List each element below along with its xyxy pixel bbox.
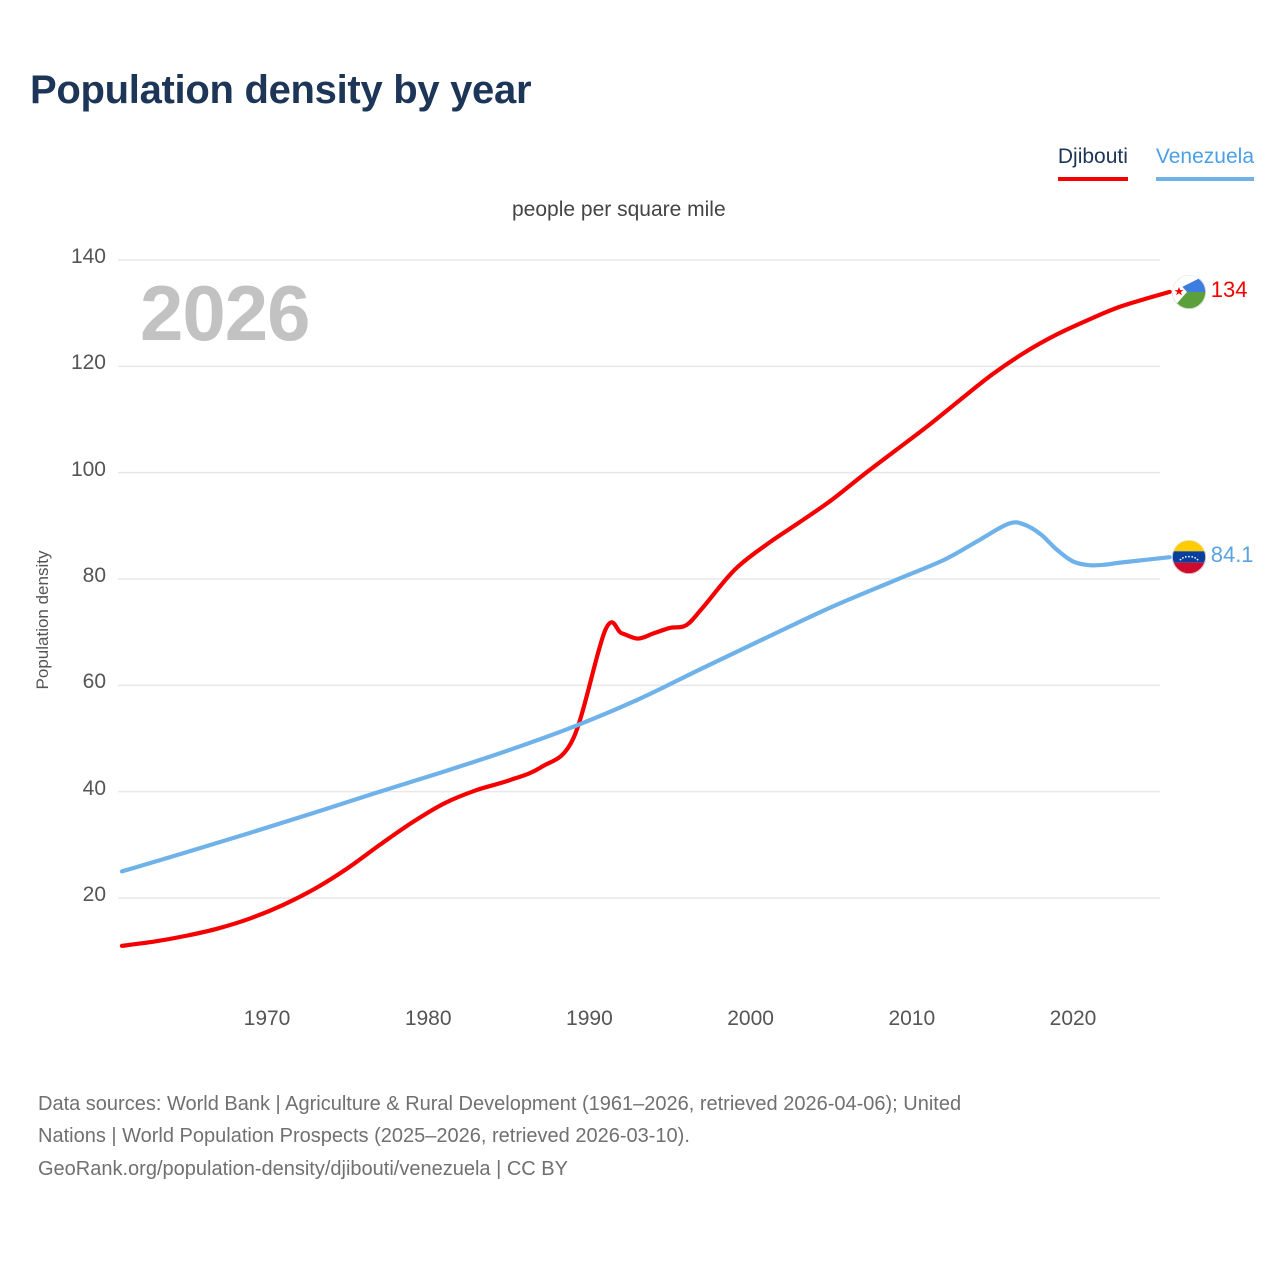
y-axis-tick-label: 60 [82, 670, 106, 694]
legend: Djibouti Venezuela [1057, 145, 1254, 182]
series-line-djibouti [119, 289, 1172, 948]
series-line-venezuela [119, 520, 1172, 874]
chart-subtitle: people per square mile [512, 198, 726, 221]
y-axis-tick-label: 100 [70, 457, 106, 481]
x-axis-tick-label: 1980 [404, 1007, 452, 1030]
djibouti-end-value: 134 [1210, 276, 1248, 302]
djibouti-flag-icon [1171, 274, 1206, 309]
year-watermark: 2026 [140, 269, 311, 357]
x-axis-tick-label: 2020 [1049, 1007, 1097, 1030]
y-axis-tick-label: 40 [82, 776, 106, 800]
legend-label-djibouti: Djibouti [1057, 145, 1128, 168]
footer-line-3: GeoRank.org/population-density/djibouti/… [38, 1157, 568, 1180]
footer-line-2: Nations | World Population Prospects (20… [38, 1125, 690, 1148]
y-axis-tick-label: 20 [82, 883, 106, 906]
series-lines [119, 289, 1172, 948]
x-axis-tick-label: 1970 [243, 1007, 291, 1030]
legend-label-venezuela: Venezuela [1155, 145, 1254, 168]
x-axis-tick-label: 2010 [888, 1007, 936, 1030]
legend-item-djibouti[interactable]: Djibouti [1057, 145, 1128, 182]
venezuela-end-value: 84.1 [1210, 542, 1254, 568]
y-axis-tick-label: 140 [70, 245, 106, 268]
footer-sources: Data sources: World Bank | Agriculture &… [38, 1088, 1263, 1185]
page-title: Population density by year [30, 68, 532, 112]
y-axis-tick-label: 80 [82, 564, 106, 587]
legend-item-venezuela[interactable]: Venezuela [1155, 145, 1254, 182]
x-axis-tick-label: 1990 [566, 1007, 613, 1030]
footer-line-1: Data sources: World Bank | Agriculture &… [38, 1093, 962, 1115]
x-axis-tick-label: 2000 [727, 1007, 774, 1030]
y-axis-tick-label: 120 [70, 351, 106, 375]
venezuela-flag-icon [1171, 540, 1206, 575]
